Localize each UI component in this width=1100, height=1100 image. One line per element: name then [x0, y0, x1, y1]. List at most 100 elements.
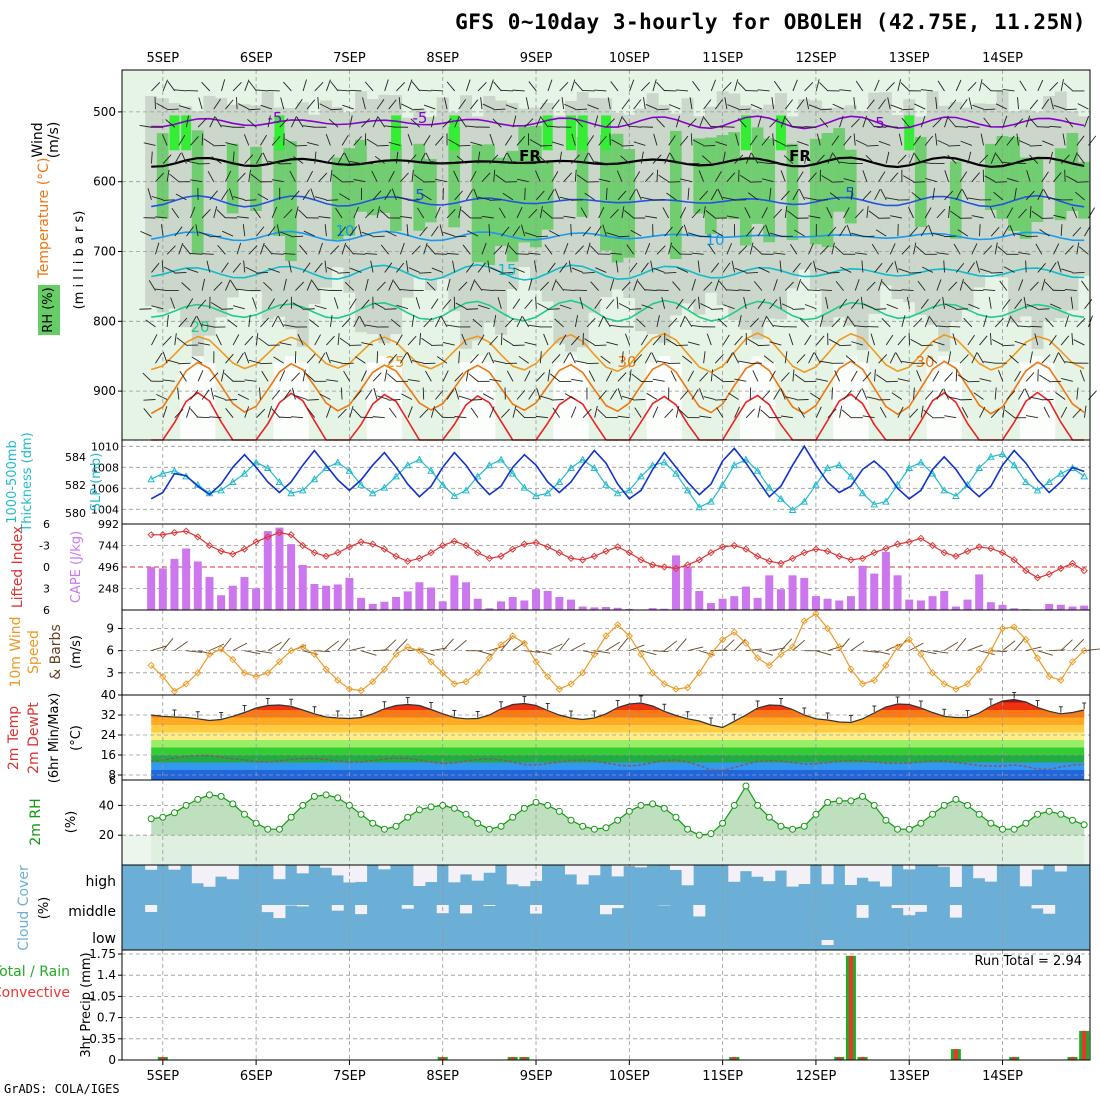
wind-barb — [753, 281, 763, 291]
wind-barb — [878, 140, 891, 146]
minmax-markers — [172, 692, 1087, 724]
wind-point — [159, 672, 167, 681]
li-point — [1045, 570, 1053, 578]
wind-barb — [260, 362, 273, 365]
wind-barb — [535, 235, 549, 238]
temp-line — [151, 698, 1085, 729]
wind-barb — [318, 288, 331, 292]
middle-clear-cell — [693, 905, 706, 917]
x-tick-label-top: 9SEP — [520, 51, 553, 66]
wind-barb — [243, 260, 246, 273]
rh-green-cell — [669, 130, 682, 260]
high-clear-cell — [355, 865, 368, 882]
rh-point — [147, 815, 155, 823]
wind-barb — [504, 135, 513, 146]
wind-barb — [773, 80, 782, 92]
wind-barb — [547, 79, 553, 92]
wind-barb — [1072, 272, 1085, 274]
rh-gray-cell — [879, 92, 892, 286]
wind-barb — [296, 116, 304, 128]
wind-barb — [536, 372, 545, 382]
wind-barb — [155, 352, 163, 364]
wind-barb — [528, 278, 533, 291]
minmax-marker — [708, 717, 713, 724]
cape-bar — [753, 597, 762, 610]
wind-barb — [162, 134, 168, 146]
wind-barb — [594, 225, 602, 237]
wind-barb — [456, 155, 467, 164]
wind-barb — [333, 297, 339, 309]
wind-barb — [448, 138, 459, 146]
wind-barb — [766, 316, 774, 328]
wind-barb — [454, 416, 467, 419]
surface-barb — [220, 637, 232, 651]
wind-barb — [339, 337, 350, 346]
wind-barb — [828, 338, 840, 346]
wind-barb — [598, 178, 611, 183]
wind-point — [800, 617, 808, 625]
minmax-marker — [638, 695, 643, 702]
wind-barb — [574, 118, 584, 128]
wind-barb — [658, 174, 669, 183]
surface-barb — [745, 648, 762, 652]
temp-axis-label: 2m Temp — [6, 706, 22, 770]
wind-point — [205, 650, 214, 658]
wind-barb — [901, 117, 910, 128]
wind-barb — [843, 390, 852, 400]
cape-bar — [485, 608, 494, 610]
wind-barb — [789, 243, 798, 255]
li-axis-label: Lifted Index — [10, 526, 26, 608]
middle-clear-cell — [891, 905, 904, 909]
high-clear-cell — [634, 865, 647, 868]
rh-point — [579, 822, 587, 830]
wind-point — [1080, 647, 1088, 655]
wind-barb — [349, 298, 357, 309]
wind-barb — [293, 156, 304, 164]
wind-barb — [796, 279, 802, 291]
high-clear-cell — [774, 865, 787, 871]
cape-tick-label: 248 — [98, 583, 119, 596]
wind-barb — [841, 409, 852, 419]
x-tick-label-bottom: 12SEP — [795, 1069, 836, 1084]
wind-barb — [466, 308, 479, 310]
wind-barb — [699, 388, 705, 400]
wind-barb — [143, 408, 152, 418]
thickness-point — [800, 497, 809, 505]
wind-barb — [490, 267, 502, 273]
wind-barb — [279, 299, 288, 310]
thickness-axis-label-2: Thickness (dm) — [20, 432, 35, 532]
rh-point — [520, 804, 528, 812]
wind-barb — [722, 82, 732, 92]
wind-barb — [1063, 82, 1074, 92]
wind-barb — [458, 281, 468, 291]
li-point — [579, 556, 587, 564]
wind-barb — [644, 172, 654, 182]
wind-barb — [854, 279, 860, 291]
wind-barb — [1002, 88, 1015, 92]
wind-barb — [860, 296, 864, 309]
wind-barb — [656, 289, 669, 292]
li-point — [555, 549, 563, 557]
wind-barb — [1002, 161, 1015, 164]
wind-barb — [365, 209, 375, 219]
wind-barb — [1037, 79, 1044, 92]
pressure-tick-label: 700 — [93, 245, 116, 259]
surface-barb — [314, 650, 331, 653]
wind-barb — [955, 308, 968, 310]
wind-barb — [691, 325, 704, 328]
rh-point — [345, 801, 353, 809]
wind-barb — [932, 370, 940, 382]
wind-barb — [279, 118, 289, 128]
wind-barb — [314, 151, 317, 164]
cape-bar — [648, 608, 657, 610]
wind-barb — [898, 268, 910, 273]
rh-gray-cell — [215, 97, 228, 318]
wind-barb — [1014, 370, 1022, 382]
wind-barb — [1064, 288, 1077, 292]
wind-barb — [901, 360, 914, 364]
wind-barb — [772, 133, 775, 146]
wind-barb — [477, 196, 490, 201]
thickness-point — [438, 480, 447, 488]
thickness-point — [637, 472, 645, 480]
